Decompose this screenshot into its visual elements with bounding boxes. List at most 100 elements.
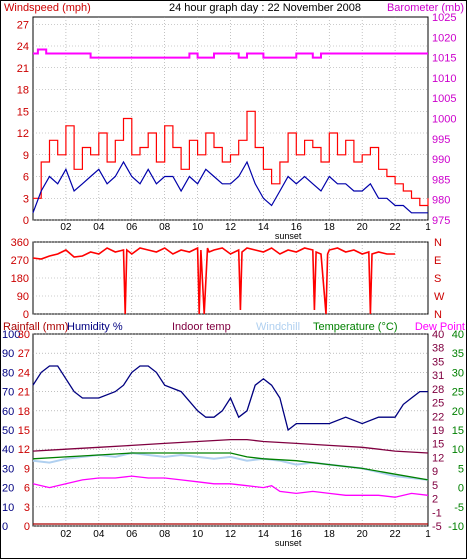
windspeed-tick-label: 27 (17, 19, 29, 31)
barometer-tick-label: 980 (432, 195, 450, 207)
temp-right-tick-label: 5 (432, 480, 438, 492)
windspeed-tick-label: 18 (17, 85, 29, 97)
humidity-tick-label: 24 (18, 367, 30, 379)
rain-humidity-tick-label: 30 (2, 463, 14, 475)
temp-c-tick-label: 0 (458, 483, 464, 495)
barometer-tick-label: 1005 (432, 93, 456, 105)
direction-tick-label: 180 (11, 273, 29, 285)
windspeed-tick-label: 24 (17, 41, 29, 53)
humidity-tick-label: 27 (18, 348, 30, 360)
hour-tick-label: 16 (291, 222, 303, 233)
rain-humidity-tick-label: 80 (2, 367, 14, 379)
temp-c-tick-label: 20 (452, 406, 464, 418)
temp-right-tick-label: 28 (432, 384, 444, 396)
hour-tick-label: 22 (390, 529, 402, 540)
barometer-tick-label: 1025 (432, 12, 456, 24)
series-line (32, 160, 428, 214)
humidity-tick-label: 3 (24, 502, 30, 514)
temp-c-tick-label: 10 (452, 444, 464, 456)
windspeed-tick-label: 3 (23, 193, 29, 205)
barometer-tick-label: 1000 (432, 114, 456, 126)
rain-humidity-tick-label: 100 (2, 329, 20, 341)
hour-tick-label: 12 (225, 222, 237, 233)
temp-right-tick-label: 25 (432, 398, 444, 410)
temp-right-tick-label: 19 (432, 425, 444, 437)
hour-tick-label: 12 (225, 529, 237, 540)
compass-tick-label: N (434, 237, 442, 249)
legend-windchill: Windchill (256, 321, 300, 333)
barometer-tick-label: 985 (432, 174, 450, 186)
windspeed-tick-label: 6 (23, 172, 29, 184)
hour-tick-label: 10 (192, 222, 204, 233)
series-line (33, 48, 428, 59)
rain-humidity-tick-label: 90 (2, 348, 14, 360)
humidity-tick-label: 12 (18, 444, 30, 456)
hour-tick-label: 20 (357, 222, 369, 233)
windspeed-tick-label: 12 (17, 128, 29, 140)
humidity-tick-label: 18 (18, 406, 30, 418)
rain-humidity-tick-label: 0 (2, 521, 8, 533)
direction-tick-label: 90 (17, 291, 29, 303)
compass-tick-label: N (434, 309, 442, 321)
rain-humidity-tick-label: 60 (2, 406, 14, 418)
series-line (32, 475, 429, 498)
barometer-tick-label: 1015 (432, 53, 456, 65)
temp-right-tick-label: -1 (432, 507, 442, 519)
rain-humidity-tick-label: 50 (2, 425, 14, 437)
hour-tick-label: 1 (425, 529, 431, 540)
series-line (33, 110, 429, 207)
hour-tick-label: 06 (126, 222, 138, 233)
compass-tick-label: E (434, 255, 441, 267)
direction-tick-label: 360 (11, 237, 29, 249)
hour-tick-label: 1 (425, 222, 431, 233)
hour-tick-label: 08 (159, 222, 171, 233)
windspeed-tick-label: 15 (17, 106, 29, 118)
humidity-tick-label: 30 (18, 329, 30, 341)
rain-humidity-tick-label: 70 (2, 387, 14, 399)
temp-c-tick-label: 30 (452, 367, 464, 379)
direction-tick-label: 0 (23, 309, 29, 321)
hour-tick-label: 14 (258, 529, 270, 540)
legend-rainfall: Rainfall (mm) (3, 321, 68, 333)
barometer-axis-title: Barometer (mb) (387, 2, 464, 14)
hour-tick-label: 08 (159, 529, 171, 540)
barometer-tick-label: 1010 (432, 73, 456, 85)
humidity-tick-label: 6 (24, 483, 30, 495)
series-line (32, 452, 429, 481)
legend-temperature: Temperature (°C) (313, 321, 397, 333)
series-line (32, 365, 428, 432)
hour-tick-label: 16 (291, 529, 303, 540)
barometer-tick-label: 975 (432, 215, 450, 227)
temp-right-tick-label: 9 (432, 466, 438, 478)
temp-c-tick-label: -5 (454, 502, 464, 514)
hour-tick-label: 22 (390, 222, 402, 233)
temp-c-tick-label: -10 (448, 521, 464, 533)
series-line (32, 246, 396, 315)
legend-indoor-temp: Indoor temp (172, 321, 231, 333)
rain-humidity-tick-label: 40 (2, 444, 14, 456)
humidity-tick-label: 0 (24, 521, 30, 533)
sunset-label: sunset (275, 538, 302, 548)
hour-tick-label: 04 (93, 529, 105, 540)
axis-labels: 0202040406060808101012121414161618182020… (2, 12, 464, 548)
temp-c-tick-label: 35 (452, 348, 464, 360)
windspeed-axis-title: Windspeed (mph) (4, 2, 91, 14)
compass-tick-label: W (434, 291, 445, 303)
windspeed-tick-label: 21 (17, 63, 29, 75)
temp-c-tick-label: 15 (452, 425, 464, 437)
temp-c-tick-label: 40 (452, 329, 464, 341)
barometer-tick-label: 1020 (432, 32, 456, 44)
temp-right-tick-label: 40 (432, 329, 444, 341)
legend-dew-point: Dew Point (415, 321, 465, 333)
barometer-tick-label: 995 (432, 134, 450, 146)
hour-tick-label: 10 (192, 529, 204, 540)
temp-right-tick-label: 31 (432, 370, 444, 382)
series-lines (32, 48, 429, 525)
graph-title: 24 hour graph day : 22 November 2008 (169, 2, 361, 14)
temp-right-tick-label: 15 (432, 439, 444, 451)
hour-tick-label: 02 (60, 222, 72, 233)
temp-right-tick-label: 38 (432, 343, 444, 355)
hour-tick-label: 06 (126, 529, 138, 540)
rain-humidity-tick-label: 10 (2, 502, 14, 514)
